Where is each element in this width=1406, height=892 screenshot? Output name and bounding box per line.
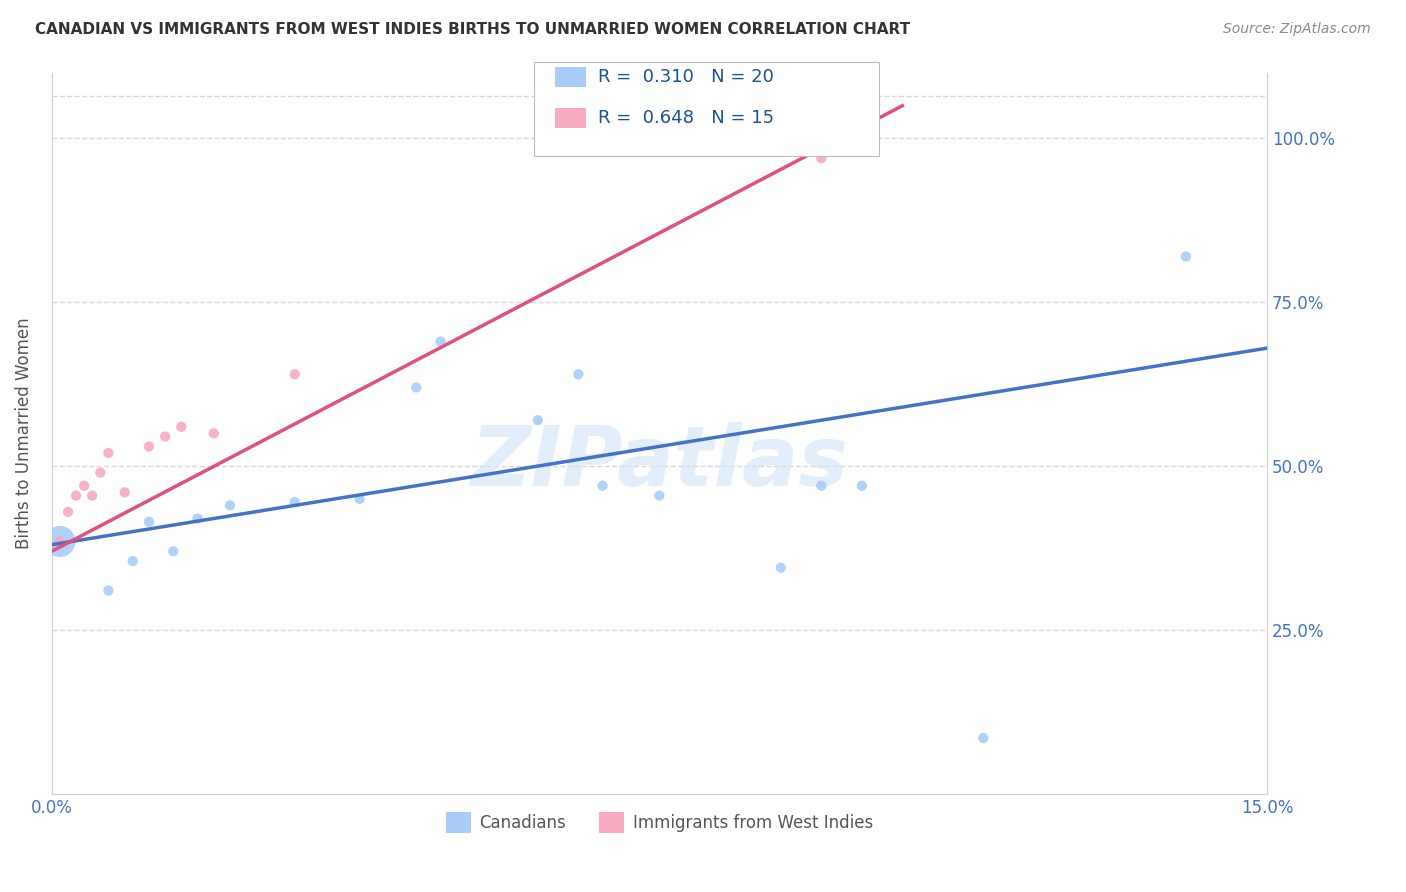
Text: Source: ZipAtlas.com: Source: ZipAtlas.com xyxy=(1223,22,1371,37)
Y-axis label: Births to Unmarried Women: Births to Unmarried Women xyxy=(15,318,32,549)
Point xyxy=(153,429,176,443)
Point xyxy=(82,489,104,503)
Point xyxy=(810,479,832,493)
Point xyxy=(592,479,614,493)
Point xyxy=(429,334,451,349)
Text: R =  0.310   N = 20: R = 0.310 N = 20 xyxy=(598,68,773,86)
Point xyxy=(49,534,72,549)
Point xyxy=(49,534,72,549)
Point xyxy=(89,466,111,480)
Point xyxy=(284,495,307,509)
Point xyxy=(527,413,550,427)
Point xyxy=(73,479,96,493)
Point xyxy=(851,479,873,493)
Point xyxy=(349,491,371,506)
Text: CANADIAN VS IMMIGRANTS FROM WEST INDIES BIRTHS TO UNMARRIED WOMEN CORRELATION CH: CANADIAN VS IMMIGRANTS FROM WEST INDIES … xyxy=(35,22,910,37)
Text: R =  0.648   N = 15: R = 0.648 N = 15 xyxy=(598,109,773,127)
Point xyxy=(567,368,589,382)
Point xyxy=(202,426,225,441)
Point xyxy=(121,554,143,568)
Point xyxy=(56,505,79,519)
Point xyxy=(138,515,160,529)
Point xyxy=(187,511,209,525)
Point xyxy=(97,583,120,598)
Point xyxy=(284,368,307,382)
Point xyxy=(114,485,136,500)
Point xyxy=(405,380,427,394)
Point xyxy=(1174,249,1197,263)
Point xyxy=(219,499,242,513)
Point xyxy=(810,151,832,165)
Point xyxy=(65,489,87,503)
Point xyxy=(170,419,193,434)
Point xyxy=(97,446,120,460)
Point xyxy=(769,560,792,574)
Point xyxy=(769,131,792,145)
Point xyxy=(162,544,184,558)
Legend: Canadians, Immigrants from West Indies: Canadians, Immigrants from West Indies xyxy=(439,805,880,839)
Text: ZIPatlas: ZIPatlas xyxy=(471,422,848,503)
Point xyxy=(648,489,671,503)
Point xyxy=(138,439,160,453)
Point xyxy=(972,731,994,745)
